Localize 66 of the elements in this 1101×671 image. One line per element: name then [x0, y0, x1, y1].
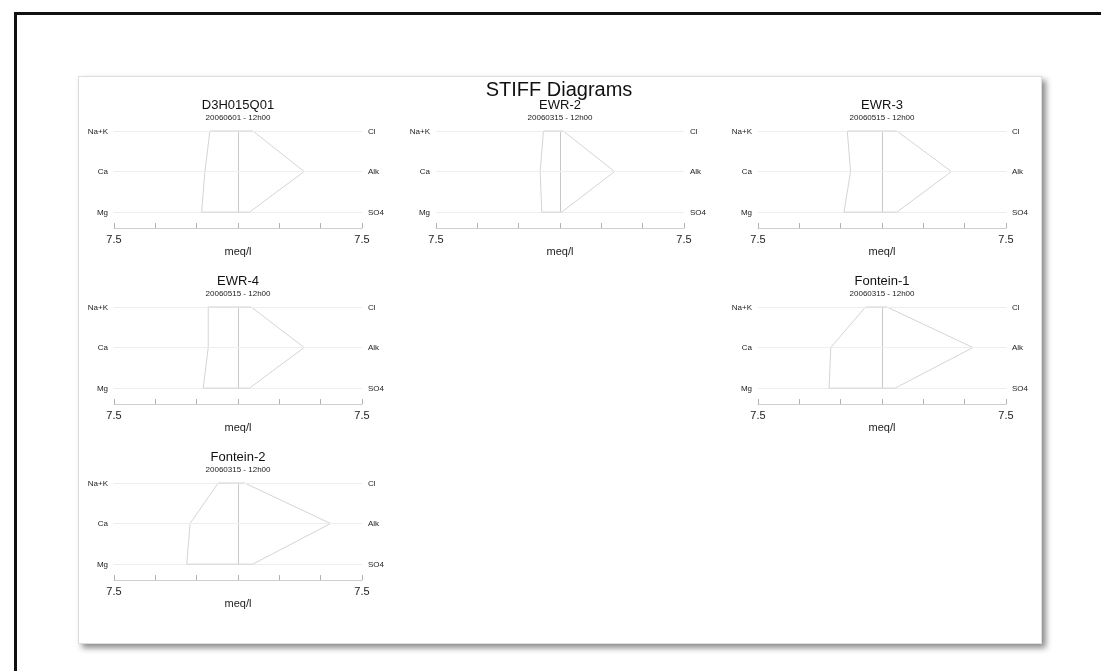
- y-tick-label: Ca: [419, 167, 431, 177]
- y-tick-label: Mg: [96, 383, 108, 393]
- chart-title: EWR-3: [861, 97, 903, 112]
- chart-subtitle: 20060515 - 12h00: [849, 112, 916, 122]
- y-tick-label: Mg: [418, 207, 430, 217]
- chart-title: Fontein-2: [210, 449, 266, 464]
- chart-subtitle: 20060601 - 12h00: [205, 112, 272, 122]
- x-tick-label: 7.5: [998, 408, 1014, 421]
- x-tick-label: 7.5: [428, 232, 444, 245]
- y-tick-label: Ca: [741, 167, 753, 177]
- text: STIFF Diagrams: [485, 78, 633, 100]
- y2-tick-label: Alk: [368, 519, 381, 529]
- y-tick-label: Na+K: [731, 126, 753, 136]
- chart-subtitle: 20060315 - 12h00: [205, 464, 272, 474]
- x-tick-label: 7.5: [354, 408, 370, 421]
- x-axis-title: meq/l: [224, 596, 252, 609]
- chart-title: Fontein-1: [854, 273, 910, 288]
- chart-title: D3H015Q01: [201, 97, 275, 112]
- x-axis-title: meq/l: [868, 244, 896, 257]
- y-tick-label: Na+K: [87, 302, 109, 312]
- y-tick-label: Na+K: [731, 302, 753, 312]
- y2-tick-label: SO4: [368, 559, 385, 569]
- y2-tick-label: Alk: [368, 167, 381, 177]
- y2-tick-label: Cl: [1012, 302, 1020, 312]
- x-tick-label: 7.5: [750, 232, 766, 245]
- y-tick-label: Na+K: [87, 126, 109, 136]
- y2-tick-label: Alk: [1012, 343, 1025, 353]
- x-tick-label: 7.5: [354, 232, 370, 245]
- y-tick-label: Mg: [96, 207, 108, 217]
- y2-tick-label: SO4: [1012, 383, 1029, 393]
- y-tick-label: Ca: [97, 167, 109, 177]
- y-tick-label: Mg: [96, 559, 108, 569]
- x-axis-title: meq/l: [868, 420, 896, 433]
- x-tick-label: 7.5: [998, 232, 1014, 245]
- x-tick-label: 7.5: [106, 232, 122, 245]
- x-axis-title: meq/l: [546, 244, 574, 257]
- y2-tick-label: Cl: [368, 126, 376, 136]
- y-tick-label: Mg: [740, 207, 752, 217]
- y-tick-label: Mg: [740, 383, 752, 393]
- chart-subtitle: 20060515 - 12h00: [205, 288, 272, 298]
- y-tick-label: Na+K: [409, 126, 431, 136]
- x-axis-title: meq/l: [224, 244, 252, 257]
- y2-tick-label: Alk: [1012, 167, 1025, 177]
- y-tick-label: Na+K: [87, 478, 109, 488]
- x-tick-label: 7.5: [354, 584, 370, 597]
- y2-tick-label: Cl: [690, 126, 698, 136]
- x-tick-label: 7.5: [676, 232, 692, 245]
- x-tick-label: 7.5: [106, 584, 122, 597]
- y2-tick-label: SO4: [1012, 207, 1029, 217]
- x-tick-label: 7.5: [106, 408, 122, 421]
- chart-title: EWR-4: [217, 273, 259, 288]
- y2-tick-label: Cl: [368, 478, 376, 488]
- y2-tick-label: SO4: [690, 207, 707, 217]
- chart-subtitle: 20060315 - 12h00: [527, 112, 594, 122]
- chart-subtitle: 20060315 - 12h00: [849, 288, 916, 298]
- y2-tick-label: Cl: [368, 302, 376, 312]
- y-tick-label: Ca: [97, 343, 109, 353]
- y2-tick-label: SO4: [368, 207, 385, 217]
- y2-tick-label: Cl: [1012, 126, 1020, 136]
- y2-tick-label: Alk: [368, 343, 381, 353]
- y-tick-label: Ca: [741, 343, 753, 353]
- y2-tick-label: Alk: [690, 167, 703, 177]
- x-tick-label: 7.5: [750, 408, 766, 421]
- y2-tick-label: SO4: [368, 383, 385, 393]
- x-axis-title: meq/l: [224, 420, 252, 433]
- y-tick-label: Ca: [97, 519, 109, 529]
